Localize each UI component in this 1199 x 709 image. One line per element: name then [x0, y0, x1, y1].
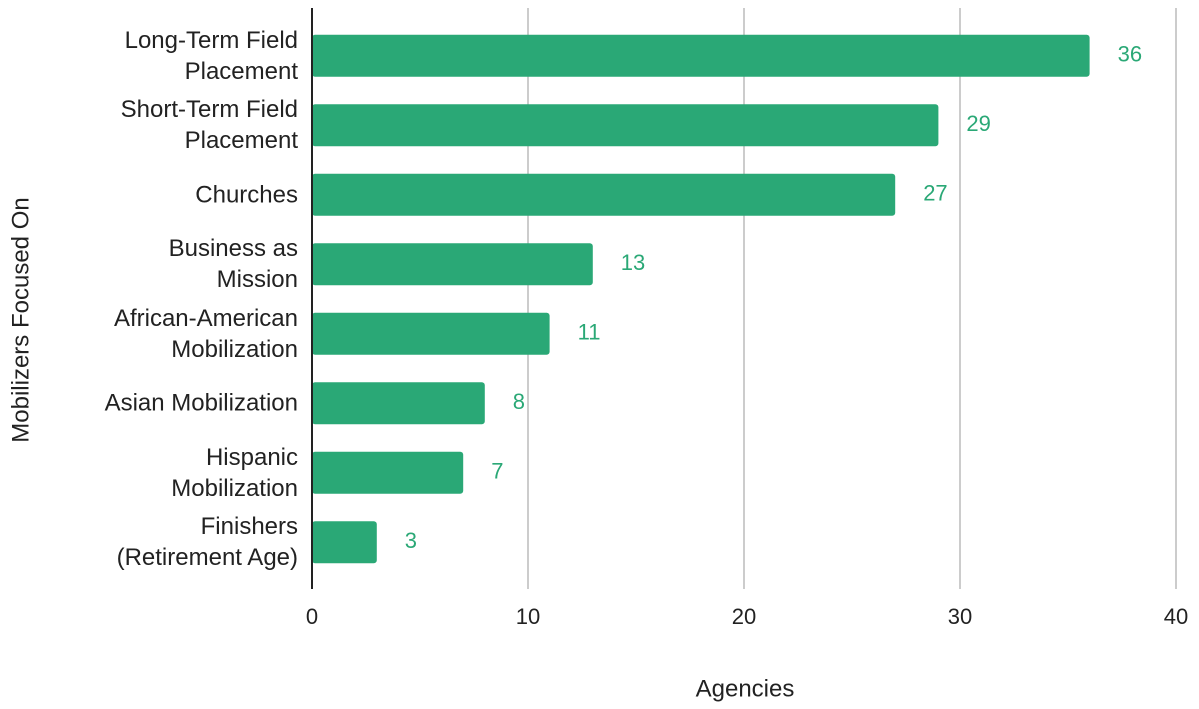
bar — [312, 173, 896, 216]
bar — [312, 451, 464, 494]
x-tick-label: 20 — [732, 604, 756, 629]
value-label: 13 — [621, 250, 645, 275]
y-axis-label: Mobilizers Focused On — [7, 197, 34, 442]
x-axis-label: Agencies — [696, 675, 795, 702]
value-label: 3 — [405, 528, 417, 553]
x-tick-label: 10 — [516, 604, 540, 629]
bar — [312, 382, 485, 425]
y-tick-label: Hispanic Mobilization — [171, 443, 298, 502]
y-tick-label: Asian Mobilization — [104, 389, 298, 417]
y-tick-label: Churches — [195, 181, 298, 209]
bar — [312, 312, 550, 355]
y-tick-label: Finishers (Retirement Age) — [116, 513, 298, 572]
value-label: 11 — [578, 320, 601, 345]
value-label: 29 — [966, 111, 990, 136]
bar — [312, 104, 939, 147]
bar — [312, 243, 593, 286]
x-tick-label: 0 — [306, 604, 318, 629]
bar — [312, 521, 377, 564]
y-tick-label: Long-Term Field Placement — [124, 26, 298, 85]
x-tick-label: 30 — [948, 604, 972, 629]
y-tick-label: African-American Mobilization — [113, 304, 298, 363]
value-label: 27 — [923, 181, 947, 206]
value-label: 36 — [1118, 42, 1142, 67]
value-label: 7 — [491, 459, 503, 484]
y-tick-label: Business as Mission — [168, 235, 298, 294]
value-label: 8 — [513, 389, 525, 414]
y-tick-label: Short-Term Field Placement — [120, 96, 298, 155]
bar — [312, 34, 1090, 77]
x-tick-label: 40 — [1164, 604, 1188, 629]
